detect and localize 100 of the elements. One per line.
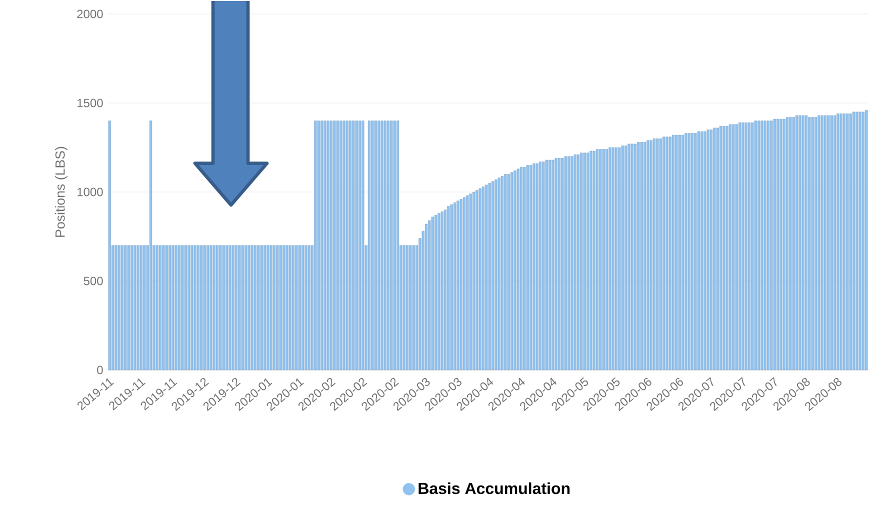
bar bbox=[624, 146, 628, 370]
bar bbox=[704, 131, 706, 370]
bar bbox=[820, 115, 824, 370]
bar bbox=[824, 115, 827, 370]
bar bbox=[124, 245, 127, 370]
bar bbox=[181, 245, 184, 370]
bar bbox=[222, 245, 225, 370]
bar bbox=[780, 118, 782, 370]
bar bbox=[694, 133, 697, 370]
bar bbox=[576, 154, 580, 370]
bar bbox=[656, 138, 659, 370]
bar bbox=[858, 112, 862, 370]
bar bbox=[339, 120, 342, 370]
bar bbox=[738, 122, 742, 370]
bar bbox=[431, 216, 434, 370]
bar bbox=[618, 147, 621, 370]
bar bbox=[402, 245, 406, 370]
bar bbox=[652, 138, 656, 370]
bar bbox=[346, 120, 348, 370]
bar bbox=[368, 120, 371, 370]
bar bbox=[554, 158, 558, 370]
bar bbox=[326, 120, 330, 370]
bar bbox=[172, 245, 174, 370]
bar bbox=[668, 136, 672, 370]
bar bbox=[206, 245, 210, 370]
y-tick-label: 0 bbox=[97, 366, 103, 374]
bar bbox=[776, 118, 780, 370]
bar bbox=[225, 245, 228, 370]
bar bbox=[728, 124, 732, 370]
legend-label: Basis Accumulation bbox=[418, 482, 570, 494]
bar bbox=[494, 179, 498, 370]
bar bbox=[162, 245, 165, 370]
bar bbox=[795, 115, 798, 370]
bar bbox=[248, 245, 250, 370]
bar bbox=[646, 140, 650, 370]
bar bbox=[320, 120, 324, 370]
bar bbox=[719, 126, 722, 370]
bar bbox=[352, 120, 355, 370]
bar bbox=[390, 120, 393, 370]
bar bbox=[751, 122, 754, 370]
bar bbox=[614, 147, 618, 370]
bar bbox=[567, 156, 570, 370]
bar bbox=[532, 163, 536, 370]
bar bbox=[270, 245, 272, 370]
bar bbox=[526, 165, 529, 370]
bar bbox=[165, 245, 168, 370]
bar bbox=[384, 120, 386, 370]
bar bbox=[590, 150, 592, 370]
bar bbox=[706, 130, 710, 370]
bar bbox=[523, 166, 526, 370]
bar bbox=[830, 115, 833, 370]
bar bbox=[836, 114, 840, 370]
bar bbox=[317, 120, 320, 370]
bar bbox=[865, 110, 868, 370]
bar bbox=[735, 124, 738, 370]
bar bbox=[342, 120, 346, 370]
bar bbox=[716, 128, 719, 370]
bar bbox=[377, 120, 380, 370]
bar bbox=[678, 134, 681, 370]
bar bbox=[760, 120, 764, 370]
bar bbox=[710, 130, 713, 370]
bar bbox=[276, 245, 279, 370]
bar bbox=[634, 144, 637, 370]
bar bbox=[272, 245, 276, 370]
bar bbox=[333, 120, 336, 370]
bar bbox=[586, 152, 590, 370]
bar bbox=[574, 154, 576, 370]
bar bbox=[754, 120, 757, 370]
bar bbox=[428, 220, 431, 370]
bar bbox=[732, 124, 735, 370]
bar bbox=[748, 122, 751, 370]
bar bbox=[580, 152, 583, 370]
bar bbox=[808, 117, 811, 370]
bar bbox=[254, 245, 257, 370]
bar bbox=[516, 168, 520, 370]
bar bbox=[811, 117, 814, 370]
bar bbox=[238, 245, 241, 370]
bar bbox=[608, 147, 612, 370]
bar bbox=[643, 142, 646, 370]
bar bbox=[118, 245, 120, 370]
bar bbox=[232, 245, 234, 370]
bar bbox=[662, 136, 666, 370]
bar bbox=[330, 120, 333, 370]
bar bbox=[203, 245, 206, 370]
bar bbox=[114, 245, 118, 370]
bar bbox=[178, 245, 181, 370]
bar bbox=[482, 186, 485, 370]
bar bbox=[548, 160, 552, 370]
bar bbox=[304, 245, 308, 370]
bar bbox=[279, 245, 282, 370]
bar bbox=[672, 134, 675, 370]
bar bbox=[393, 120, 396, 370]
bar bbox=[184, 245, 187, 370]
bar bbox=[842, 114, 846, 370]
bar bbox=[621, 146, 624, 370]
y-tick-label: 1000 bbox=[78, 188, 103, 196]
bar bbox=[650, 140, 652, 370]
bar bbox=[190, 245, 194, 370]
bar bbox=[637, 142, 640, 370]
bar bbox=[282, 245, 286, 370]
